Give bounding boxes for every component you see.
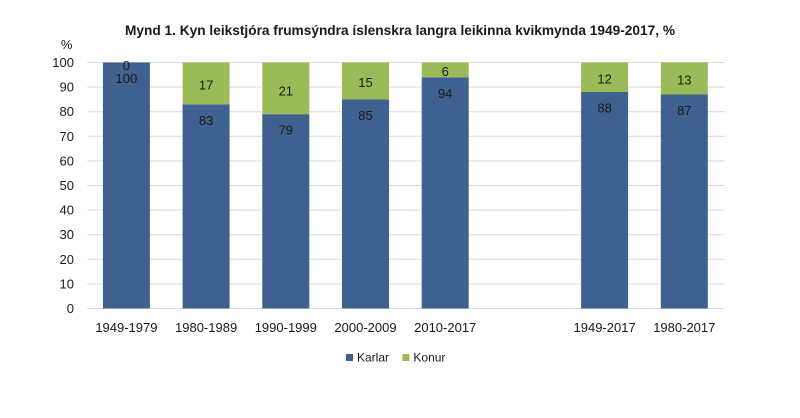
svg-text:15: 15 bbox=[358, 75, 372, 90]
svg-text:94: 94 bbox=[438, 86, 452, 101]
svg-text:70: 70 bbox=[60, 129, 74, 144]
svg-text:Karlar: Karlar bbox=[357, 351, 389, 365]
svg-text:2000-2009: 2000-2009 bbox=[334, 320, 396, 335]
svg-text:12: 12 bbox=[597, 71, 611, 86]
svg-text:1990-1999: 1990-1999 bbox=[255, 320, 317, 335]
svg-text:90: 90 bbox=[60, 80, 74, 95]
svg-text:30: 30 bbox=[60, 227, 74, 242]
svg-text:17: 17 bbox=[199, 77, 213, 92]
svg-text:13: 13 bbox=[677, 73, 691, 88]
svg-text:21: 21 bbox=[279, 84, 293, 99]
svg-text:100: 100 bbox=[52, 55, 74, 70]
svg-text:Mynd 1. Kyn leikstjóra frumsýn: Mynd 1. Kyn leikstjóra frumsýndra íslens… bbox=[125, 23, 675, 38]
svg-text:1949-1979: 1949-1979 bbox=[95, 320, 157, 335]
svg-text:60: 60 bbox=[60, 153, 74, 168]
svg-text:50: 50 bbox=[60, 178, 74, 193]
svg-text:87: 87 bbox=[677, 103, 691, 118]
svg-text:85: 85 bbox=[358, 108, 372, 123]
svg-text:Konur: Konur bbox=[413, 351, 445, 365]
svg-text:6: 6 bbox=[442, 64, 449, 79]
svg-text:20: 20 bbox=[60, 252, 74, 267]
svg-text:1949-2017: 1949-2017 bbox=[574, 320, 636, 335]
svg-text:0: 0 bbox=[67, 301, 74, 316]
svg-text:100: 100 bbox=[116, 71, 138, 86]
svg-text:10: 10 bbox=[60, 276, 74, 291]
svg-text:1980-1989: 1980-1989 bbox=[175, 320, 237, 335]
svg-text:88: 88 bbox=[597, 101, 611, 116]
svg-text:83: 83 bbox=[199, 113, 213, 128]
svg-text:2010-2017: 2010-2017 bbox=[414, 320, 476, 335]
svg-text:1980-2017: 1980-2017 bbox=[653, 320, 715, 335]
svg-text:79: 79 bbox=[279, 123, 293, 138]
svg-text:0: 0 bbox=[123, 58, 130, 73]
svg-text:80: 80 bbox=[60, 104, 74, 119]
svg-text:40: 40 bbox=[60, 203, 74, 218]
svg-text:%: % bbox=[61, 37, 73, 52]
